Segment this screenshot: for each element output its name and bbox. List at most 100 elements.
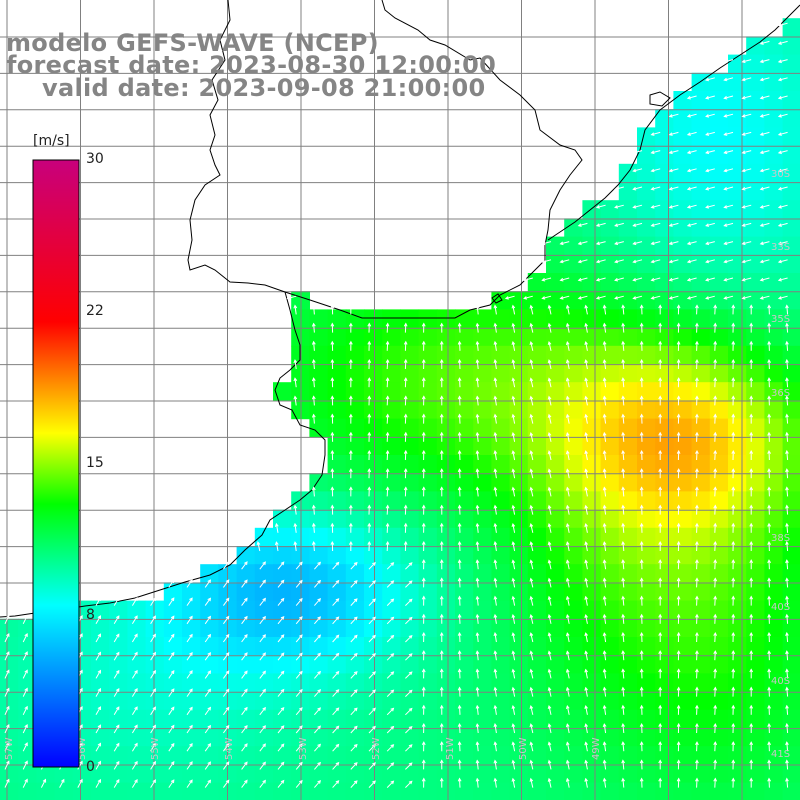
wind-cell xyxy=(746,527,765,547)
wind-arrow xyxy=(658,468,663,479)
wind-cell xyxy=(418,546,438,565)
wind-cell xyxy=(728,582,747,602)
wind-arrow xyxy=(650,277,661,282)
wind-cell xyxy=(418,782,438,800)
wind-arrow xyxy=(439,595,444,606)
wind-arrow xyxy=(493,522,498,533)
wind-cell xyxy=(709,746,729,765)
wind-cell xyxy=(345,728,365,747)
wind-cell xyxy=(382,345,401,365)
wind-cell xyxy=(655,254,674,274)
wind-arrow xyxy=(368,598,376,606)
wind-cell xyxy=(691,746,711,765)
wind-cell xyxy=(418,618,438,638)
wind-cell xyxy=(691,655,711,674)
wind-arrow xyxy=(421,595,426,606)
wind-arrow xyxy=(695,377,699,388)
wind-cell xyxy=(709,436,729,456)
wind-cell xyxy=(564,218,583,238)
wind-cell xyxy=(782,418,800,438)
wind-arrow xyxy=(204,743,211,752)
wind-arrow xyxy=(785,377,789,388)
wind-arrow xyxy=(204,652,211,661)
wind-arrow xyxy=(731,540,736,552)
wind-cell xyxy=(691,418,711,438)
wind-arrow xyxy=(277,597,285,606)
wind-cell xyxy=(418,436,438,456)
wind-arrow xyxy=(186,615,193,625)
wind-cell xyxy=(764,36,784,56)
wind-arrow xyxy=(386,725,395,734)
wind-cell xyxy=(618,782,638,800)
wind-cell xyxy=(764,91,784,110)
wind-cell xyxy=(655,109,674,128)
wind-cell xyxy=(455,709,474,729)
wind-arrow xyxy=(749,322,754,333)
wind-arrow xyxy=(676,358,681,370)
wind-arrow xyxy=(113,669,120,679)
wind-arrow xyxy=(295,634,303,643)
wind-cell xyxy=(746,54,765,74)
wind-arrow xyxy=(621,322,626,333)
wind-arrow xyxy=(277,688,285,697)
wind-arrow xyxy=(386,598,395,606)
wind-arrow xyxy=(713,449,718,461)
lat-label: 36S xyxy=(771,388,790,399)
wind-arrow xyxy=(511,450,516,461)
wind-arrow xyxy=(475,340,480,351)
wind-arrow xyxy=(602,777,607,788)
wind-cell xyxy=(709,418,729,438)
wind-arrow xyxy=(259,761,266,770)
wind-arrow xyxy=(529,377,534,388)
wind-cell xyxy=(418,364,438,383)
wind-arrow xyxy=(475,504,480,515)
coastline-land-border xyxy=(187,0,583,319)
wind-arrow xyxy=(777,222,788,227)
wind-arrow xyxy=(131,742,138,752)
wind-arrow xyxy=(295,688,303,697)
wind-arrow xyxy=(785,413,789,424)
wind-arrow xyxy=(493,340,498,351)
wind-arrow xyxy=(713,631,718,643)
wind-cell xyxy=(309,673,329,693)
wind-arrow xyxy=(584,541,588,552)
wind-arrow xyxy=(602,522,607,533)
wind-cell xyxy=(691,200,711,219)
wind-arrow xyxy=(314,598,322,606)
wind-arrow xyxy=(749,741,754,752)
wind-arrow xyxy=(277,670,285,679)
wind-arrow xyxy=(186,761,193,770)
wind-arrow xyxy=(511,686,516,697)
wind-arrow xyxy=(639,686,644,697)
wind-arrow xyxy=(368,780,376,788)
wind-arrow xyxy=(493,723,498,734)
wind-arrow xyxy=(405,744,413,752)
wind-cell xyxy=(0,618,19,638)
wind-arrow xyxy=(658,595,663,606)
wind-arrow xyxy=(241,561,248,570)
wind-arrow xyxy=(493,632,498,643)
wind-cell xyxy=(728,254,747,274)
wind-cell xyxy=(782,491,800,511)
wind-arrow xyxy=(639,449,644,461)
wind-arrow xyxy=(731,358,736,370)
wind-cell xyxy=(709,163,729,183)
wind-arrow xyxy=(749,468,754,479)
wind-arrow xyxy=(749,449,754,460)
wind-arrow xyxy=(22,614,28,625)
wind-cell xyxy=(273,782,292,800)
wind-arrow xyxy=(350,725,358,734)
wind-cell xyxy=(764,709,784,729)
wind-arrow xyxy=(584,413,588,424)
wind-cell xyxy=(309,509,329,529)
wind-cell xyxy=(382,691,401,711)
wind-arrow xyxy=(713,304,718,315)
wind-arrow xyxy=(457,722,462,734)
wind-arrow xyxy=(277,779,285,788)
wind-arrow xyxy=(493,668,498,679)
wind-cell xyxy=(618,254,638,274)
wind-arrow xyxy=(731,759,736,770)
wind-cell xyxy=(764,764,784,784)
wind-arrow xyxy=(584,359,588,370)
wind-arrow xyxy=(475,577,480,588)
